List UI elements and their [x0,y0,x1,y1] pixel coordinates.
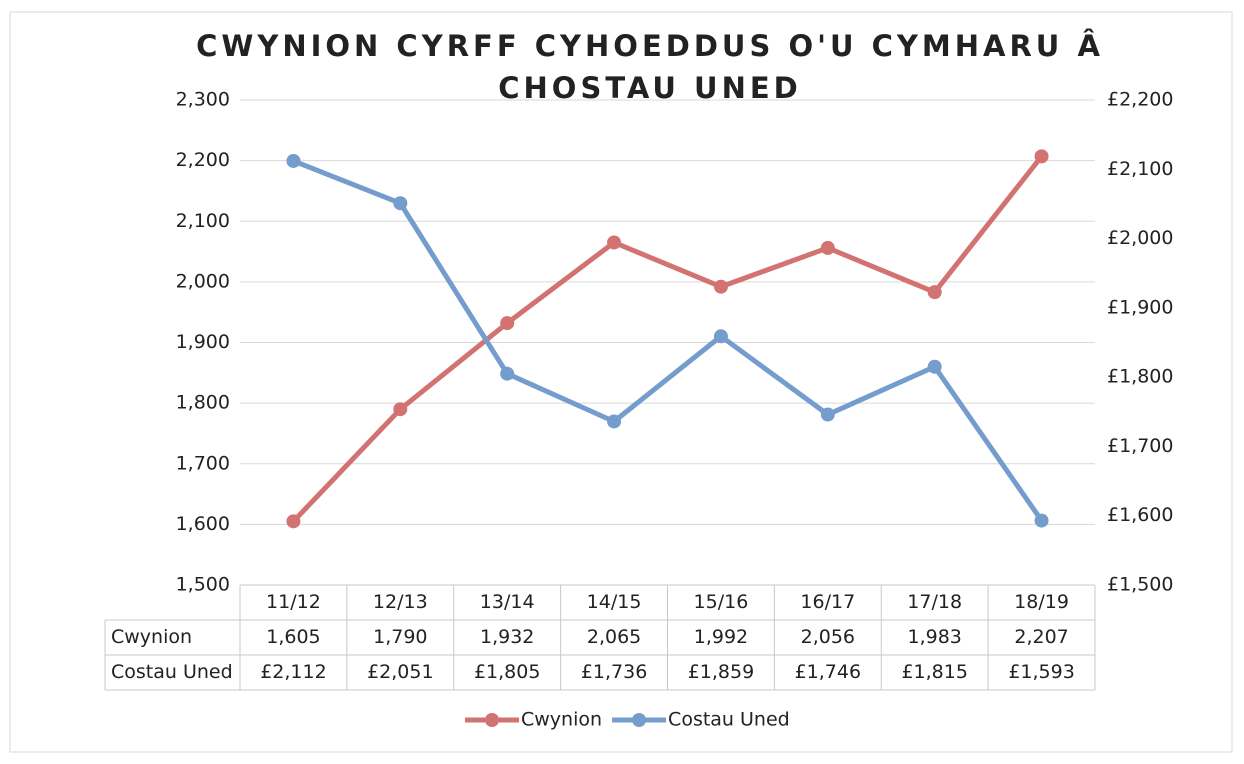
table-cell: £1,593 [1008,661,1074,683]
y-tick-label: 1,900 [176,331,230,353]
table-cell: £1,746 [795,661,861,683]
y-tick-label: 2,100 [176,210,230,232]
table-cell: 1,790 [373,626,427,648]
y-tick-label: 1,800 [176,392,230,414]
y2-tick-label: £1,500 [1107,574,1173,596]
chart-border [9,11,1233,753]
point [500,316,515,331]
series-line [291,154,1044,524]
point [393,402,408,417]
legend-label: Cwynion [521,709,602,731]
table-cell: £1,859 [688,661,754,683]
y-tick-label: 1,700 [176,452,230,474]
point [607,414,622,429]
y2-tick-label: £1,600 [1107,504,1173,526]
y2-tick-label: £2,100 [1107,158,1173,180]
point [713,329,728,344]
category-label: 12/13 [373,591,428,613]
series-line [292,158,1044,522]
table-cell: 2,056 [801,626,855,648]
point [393,196,408,211]
legend-label: Costau Uned [668,709,790,731]
y2-tick-label: £2,000 [1107,227,1173,249]
table-row-header: Costau Uned [111,661,233,683]
table-cell: £2,051 [367,661,433,683]
y-tick-label: 2,300 [176,89,230,111]
y-tick-label: 1,600 [176,513,230,535]
y2-tick-label: £1,900 [1107,296,1173,318]
table-cell: £1,736 [581,661,647,683]
table-row-header: Cwynion [111,626,192,648]
table-cell: £1,815 [901,661,967,683]
point [1034,513,1049,528]
table-cell: 1,605 [266,626,320,648]
point [286,153,301,168]
category-label: 17/18 [907,591,962,613]
point [607,235,622,250]
category-label: 14/15 [587,591,642,613]
y2-tick-label: £1,700 [1107,435,1173,457]
table-cell: 2,065 [587,626,641,648]
table-cell: 2,207 [1014,626,1068,648]
table-cell: 1,932 [480,626,534,648]
category-label: 11/12 [266,591,321,613]
point [1034,149,1049,164]
table-cell: 1,992 [694,626,748,648]
category-label: 13/14 [480,591,535,613]
point [927,285,942,300]
y2-tick-label: £2,200 [1107,89,1173,111]
chart-title: CWYNION CYRFF CYHOEDDUS O'U CYMHARU Â [196,29,1104,63]
legend-marker [485,713,499,727]
y-tick-label: 2,000 [176,270,230,292]
point [500,366,515,381]
y2-tick-label: £1,800 [1107,366,1173,388]
category-label: 15/16 [694,591,749,613]
category-label: 18/19 [1014,591,1069,613]
table-cell: £1,805 [474,661,540,683]
legend-marker [632,713,647,727]
table-cell: 1,983 [907,626,961,648]
y-tick-label: 1,500 [176,574,230,596]
category-label: 16/17 [800,591,855,613]
point [820,407,835,422]
y-tick-label: 2,200 [176,149,230,171]
point [713,279,728,294]
point [820,240,835,255]
point [927,359,942,374]
chart-title: CHOSTAU UNED [498,71,802,105]
table-cell: £2,112 [260,661,326,683]
point [286,514,301,529]
